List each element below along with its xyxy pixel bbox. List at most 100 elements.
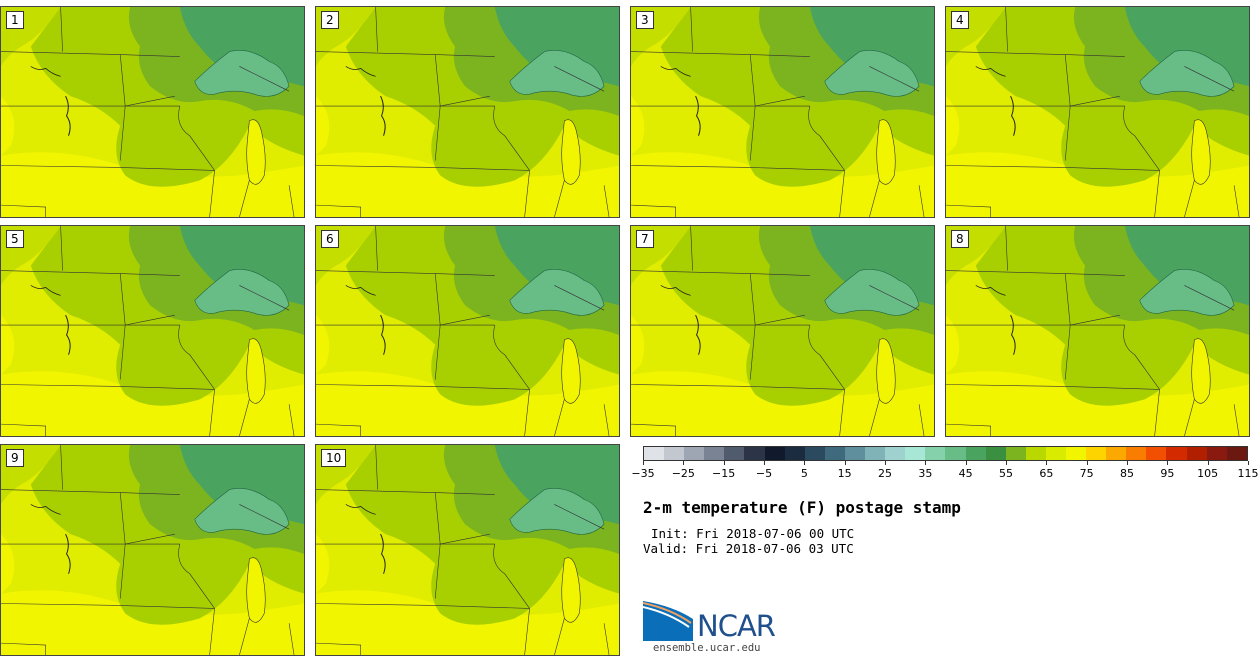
colorbar-swatch: [965, 447, 986, 460]
colorbar-swatch: [764, 447, 785, 460]
tick-label: 25: [878, 467, 892, 480]
tick-mark: [1086, 461, 1088, 465]
colorbar-swatch: [804, 447, 825, 460]
temperature-map: [1, 226, 304, 436]
tick-mark: [723, 461, 725, 465]
temperature-map: [316, 7, 619, 217]
valid-time: Valid: Fri 2018-07-06 03 UTC: [643, 541, 854, 556]
tick-label: −25: [671, 467, 695, 480]
tick-mark: [1248, 461, 1249, 465]
colorbar-swatch: [724, 447, 745, 460]
temperature-map: [316, 445, 619, 655]
tick-mark: [844, 461, 846, 465]
stamp-3: 3: [630, 6, 935, 218]
colorbar-swatch: [1226, 447, 1247, 460]
stamp-9: 9: [0, 444, 305, 656]
colorbar-swatch: [1086, 447, 1107, 460]
colorbar-swatch: [1146, 447, 1167, 460]
stamp-number: 6: [321, 230, 339, 248]
stamp-6: 6: [315, 225, 620, 437]
colorbar-swatch: [684, 447, 705, 460]
colorbar-swatch: [1206, 447, 1227, 460]
colorbar-swatch: [945, 447, 966, 460]
tick-mark: [804, 461, 806, 465]
tick-label: −15: [712, 467, 736, 480]
stamp-7: 7: [630, 225, 935, 437]
colorbar-swatch: [644, 447, 665, 460]
temperature-map: [631, 7, 934, 217]
colorbar-swatch: [704, 447, 725, 460]
temperature-map: [1, 445, 304, 655]
tick-mark: [925, 461, 927, 465]
stamp-number: 5: [6, 230, 24, 248]
colorbar-swatch: [1065, 447, 1087, 460]
colorbar-swatch: [844, 447, 866, 460]
stamp-number: 7: [636, 230, 654, 248]
tick-label: 5: [800, 467, 808, 480]
tick-label: 65: [1039, 467, 1054, 480]
site-url: ensemble.ucar.edu: [653, 642, 761, 654]
temperature-map: [631, 226, 934, 436]
colorbar-swatch: [1166, 447, 1187, 460]
colorbar-swatch: [664, 447, 685, 460]
temperature-map: [316, 226, 619, 436]
tick-mark: [683, 461, 685, 465]
colorbar-swatch: [744, 447, 765, 460]
stamp-4: 4: [945, 6, 1250, 218]
tick-label: 115: [1237, 467, 1259, 480]
stamp-number: 10: [321, 449, 347, 467]
tick-mark: [1006, 461, 1007, 465]
tick-label: 45: [958, 467, 973, 480]
colorbar-swatch: [925, 447, 946, 460]
stamp-8: 8: [945, 225, 1250, 437]
stamp-number: 1: [6, 11, 24, 29]
stamp-number: 8: [951, 230, 969, 248]
stamp-number: 3: [636, 11, 654, 29]
tick-label: −35: [631, 467, 655, 480]
tick-mark: [965, 461, 967, 465]
temperature-colorbar: [643, 446, 1248, 461]
tick-label: 105: [1197, 467, 1219, 480]
colorbar-swatch: [1186, 447, 1207, 460]
colorbar-swatch: [1025, 447, 1046, 460]
colorbar-swatch: [1005, 447, 1026, 460]
temperature-map: [1, 7, 304, 217]
stamp-1: 1: [0, 6, 305, 218]
temperature-map: [946, 7, 1249, 217]
tick-label: 35: [918, 467, 933, 480]
stamp-number: 4: [951, 11, 969, 29]
temperature-map: [946, 226, 1249, 436]
colorbar-ticks: −35 −25 −15 −5 5 15 25 35 45 55 65 75 85 95 105 115: [631, 461, 1259, 483]
colorbar-swatch: [905, 447, 926, 460]
stamp-5: 5: [0, 225, 305, 437]
logo-text: NCAR: [697, 609, 776, 643]
tick-mark: [1127, 461, 1128, 465]
tick-mark: [1167, 461, 1169, 465]
tick-mark: [885, 461, 886, 465]
colorbar-swatch: [784, 447, 805, 460]
tick-label: −5: [755, 467, 773, 480]
ncar-logo-icon: [643, 601, 693, 641]
stamp-number: 2: [321, 11, 339, 29]
stamp-number: 9: [6, 449, 24, 467]
tick-label: 75: [1079, 467, 1094, 480]
tick-label: 15: [837, 467, 852, 480]
tick-mark: [1207, 461, 1209, 465]
colorbar-swatch: [1106, 447, 1127, 460]
tick-label: 95: [1160, 467, 1175, 480]
tick-mark: [764, 461, 765, 465]
colorbar-swatch: [885, 447, 906, 460]
init-time: Init: Fri 2018-07-06 00 UTC: [651, 526, 855, 541]
tick-mark: [643, 461, 644, 465]
figure-title: 2-m temperature (F) postage stamp: [643, 498, 961, 517]
colorbar-swatch: [985, 447, 1006, 460]
tick-label: 55: [999, 467, 1013, 480]
tick-label: 85: [1120, 467, 1134, 480]
stamp-10: 10: [315, 444, 620, 656]
colorbar-swatch: [865, 447, 886, 460]
colorbar-swatch: [1126, 447, 1147, 460]
colorbar-swatch: [824, 447, 845, 460]
tick-mark: [1046, 461, 1048, 465]
stamp-2: 2: [315, 6, 620, 218]
colorbar-swatch: [1045, 447, 1066, 460]
